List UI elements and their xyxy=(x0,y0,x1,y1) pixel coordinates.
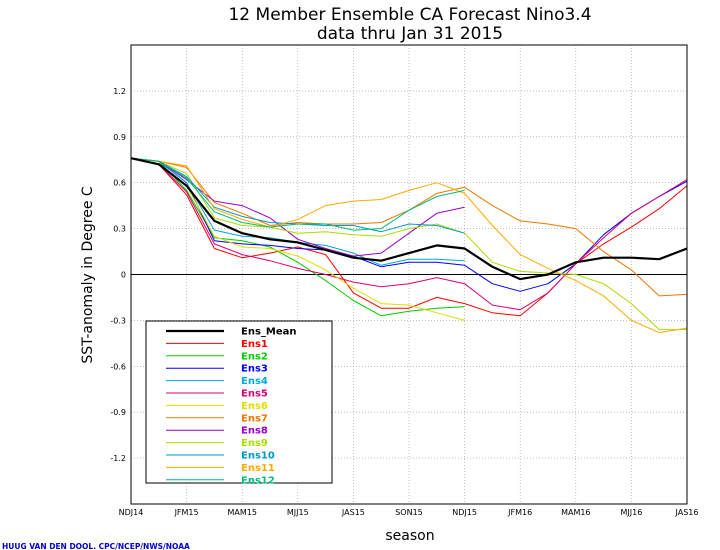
x-tick-label: MJJ16 xyxy=(620,508,642,517)
y-tick-label: -1.2 xyxy=(110,454,126,463)
y-tick-label: -0.3 xyxy=(110,316,126,325)
x-tick-label: MJJ15 xyxy=(287,508,309,517)
series-line-ens5 xyxy=(130,157,688,311)
y-tick-label: 1.2 xyxy=(113,87,126,96)
series-line-ens3 xyxy=(130,157,688,292)
y-tick-label: 0.6 xyxy=(113,179,126,188)
series-line-ens12 xyxy=(130,157,465,231)
series-line-ens7 xyxy=(130,157,688,297)
x-tick-label: MAM16 xyxy=(561,508,590,517)
x-tick-label: JAS15 xyxy=(341,508,365,517)
y-tick-label: -0.9 xyxy=(110,408,126,417)
y-tick-label: -0.6 xyxy=(110,362,126,371)
x-tick-label: JAS16 xyxy=(675,508,699,517)
series-line-ens11 xyxy=(130,157,688,334)
y-tick-label: 0.9 xyxy=(113,133,126,142)
legend-label: Ens5 xyxy=(241,389,268,400)
legend-label: Ens10 xyxy=(241,451,275,462)
x-axis-label: season xyxy=(385,528,434,544)
series-lines xyxy=(130,157,688,334)
y-axis-ticks: -1.2 -0.9 -0.6 -0.3 0 0.3 0.6 0.9 1.2 xyxy=(110,87,126,463)
series-line-ens-mean xyxy=(130,157,688,281)
x-tick-label: MAM15 xyxy=(227,508,256,517)
series-line-ens2 xyxy=(130,157,465,317)
legend-label: Ens_Mean xyxy=(241,327,297,338)
x-tick-label: NDJ15 xyxy=(452,508,477,517)
legend-label: Ens6 xyxy=(241,401,268,412)
legend-label: Ens9 xyxy=(241,438,268,449)
legend-box xyxy=(145,320,333,484)
y-tick-label: 0 xyxy=(121,271,126,280)
chart-title: 12 Member Ensemble CA Forecast Nino3.4 xyxy=(228,5,591,25)
y-tick-label: 0.3 xyxy=(113,225,126,234)
credit-text: HUUG VAN DEN DOOL. CPC/NCEP/NWS/NOAA xyxy=(2,542,190,550)
legend-label: Ens4 xyxy=(241,376,268,387)
legend-label: Ens1 xyxy=(241,339,268,350)
series-line-ens1 xyxy=(130,157,688,317)
x-axis-ticks: NDJ14 JFM15 MAM15 MJJ15 JAS15 SON15 NDJ15 JFM16… xyxy=(119,508,699,517)
legend-label: Ens3 xyxy=(241,364,268,375)
legend-label: Ens11 xyxy=(241,463,275,474)
y-axis-label: SST-anomaly in Degree C xyxy=(80,186,96,364)
plot-frame xyxy=(130,44,688,505)
series-line-ens9 xyxy=(130,157,687,331)
x-tick-label: NDJ14 xyxy=(119,508,144,517)
legend-label: Ens12 xyxy=(241,475,275,486)
legend-label: Ens7 xyxy=(241,413,268,424)
x-tick-label: JFM16 xyxy=(507,508,532,517)
legend-label: Ens2 xyxy=(241,351,268,362)
legend-label: Ens8 xyxy=(241,426,268,437)
x-tick-label: SON15 xyxy=(395,508,423,517)
series-line-ens8 xyxy=(130,157,465,257)
x-tick-label: JFM15 xyxy=(174,508,199,517)
chart-subtitle: data thru Jan 31 2015 xyxy=(317,24,503,44)
